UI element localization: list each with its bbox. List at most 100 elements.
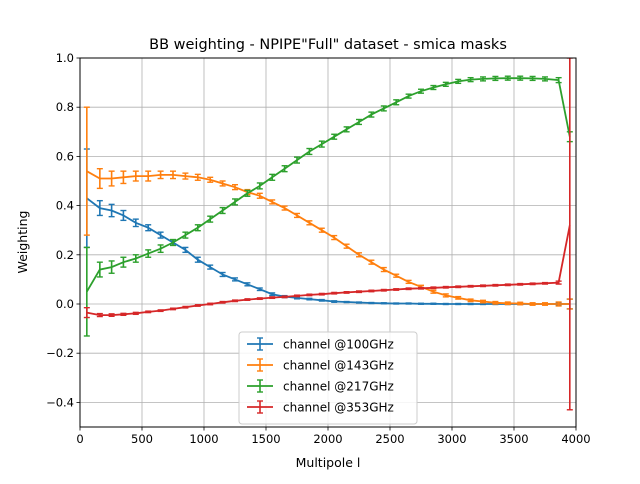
error-bar xyxy=(96,199,103,217)
error-bar xyxy=(542,281,548,285)
error-bar xyxy=(170,238,176,247)
error-bar xyxy=(269,173,276,181)
error-bar xyxy=(281,205,288,211)
error-bar xyxy=(356,118,362,126)
error-bar xyxy=(393,99,400,106)
error-bar xyxy=(306,147,313,156)
series-channel-353ghz xyxy=(83,58,573,411)
error-bar xyxy=(306,293,313,297)
error-bar xyxy=(467,284,474,288)
error-bar xyxy=(207,264,214,270)
error-bar xyxy=(244,298,251,302)
legend-entry: channel @353GHz xyxy=(247,400,394,415)
error-bar xyxy=(343,300,350,304)
error-bar xyxy=(368,301,375,305)
error-bar xyxy=(368,259,375,265)
error-bar xyxy=(480,299,486,304)
error-bar xyxy=(182,231,189,239)
y-tick-label: 1.0 xyxy=(56,51,74,65)
error-bar xyxy=(256,192,263,199)
error-bar xyxy=(368,111,375,118)
error-bar xyxy=(194,304,201,307)
error-bar xyxy=(442,81,449,87)
error-bar xyxy=(170,170,176,180)
error-bar xyxy=(492,283,499,287)
error-bar xyxy=(269,199,276,205)
series-line xyxy=(86,77,571,293)
y-tick-label: 0.2 xyxy=(56,248,74,262)
error-bar xyxy=(418,88,424,94)
error-bar xyxy=(343,243,350,249)
error-bar xyxy=(467,298,474,303)
error-bar xyxy=(356,252,362,258)
error-bar xyxy=(467,302,474,306)
error-bar xyxy=(108,203,115,218)
error-bar xyxy=(331,300,338,303)
x-tick-label: 1000 xyxy=(189,432,218,446)
series-line xyxy=(86,170,570,305)
error-bar xyxy=(318,140,325,148)
error-bar xyxy=(182,305,189,309)
error-bar xyxy=(529,282,536,286)
error-bar xyxy=(256,287,263,292)
error-bar xyxy=(480,76,486,82)
error-bar xyxy=(517,282,524,286)
error-bar xyxy=(132,218,139,228)
error-bar xyxy=(132,311,139,316)
error-bar xyxy=(555,76,562,84)
error-bar xyxy=(145,224,152,232)
error-bar xyxy=(219,300,226,304)
series-layer xyxy=(83,58,573,411)
error-bar xyxy=(442,302,449,306)
legend-label: channel @217GHz xyxy=(283,380,394,394)
error-bar xyxy=(455,295,462,300)
error-bar xyxy=(529,75,536,82)
x-tick-label: 500 xyxy=(131,432,153,446)
error-bar xyxy=(455,302,462,306)
error-bar xyxy=(244,282,251,287)
error-bar xyxy=(393,273,400,278)
error-bar xyxy=(430,286,437,290)
error-bar xyxy=(120,256,127,268)
error-bar xyxy=(442,293,449,298)
error-bar xyxy=(517,75,524,81)
error-bar xyxy=(157,244,164,254)
error-bar xyxy=(405,302,412,305)
legend-label: channel @100GHz xyxy=(283,338,394,352)
error-bar xyxy=(83,306,90,319)
error-bar xyxy=(331,133,338,140)
error-bar xyxy=(269,292,276,297)
error-bar xyxy=(219,271,226,278)
error-bar xyxy=(232,299,238,303)
error-bar xyxy=(232,198,238,206)
error-bar xyxy=(380,288,387,292)
y-tick-label: −0.4 xyxy=(46,395,74,409)
error-bar xyxy=(418,286,424,290)
error-bar xyxy=(219,180,226,187)
error-bar xyxy=(157,170,164,180)
x-tick-label: 2000 xyxy=(313,432,342,446)
error-bar xyxy=(96,167,103,190)
x-tick-label: 3500 xyxy=(499,432,528,446)
error-bar xyxy=(430,302,437,305)
legend-entry: channel @100GHz xyxy=(247,337,394,352)
error-bar xyxy=(418,302,424,305)
error-bar xyxy=(157,231,164,239)
error-bar xyxy=(504,75,511,81)
error-bar xyxy=(256,297,263,301)
legend-box xyxy=(238,331,418,425)
error-bar xyxy=(318,298,325,302)
error-bar xyxy=(455,285,462,289)
error-bar xyxy=(170,307,176,311)
error-bar xyxy=(108,313,115,317)
error-bar xyxy=(529,302,536,306)
error-bar xyxy=(132,170,139,182)
series-channel-217ghz xyxy=(83,75,573,337)
error-bar xyxy=(108,170,115,187)
error-bar xyxy=(281,165,288,173)
error-bar xyxy=(194,173,201,181)
series-line xyxy=(86,225,571,317)
error-bar xyxy=(207,215,214,223)
error-bar xyxy=(442,285,449,289)
error-bar xyxy=(393,288,400,291)
